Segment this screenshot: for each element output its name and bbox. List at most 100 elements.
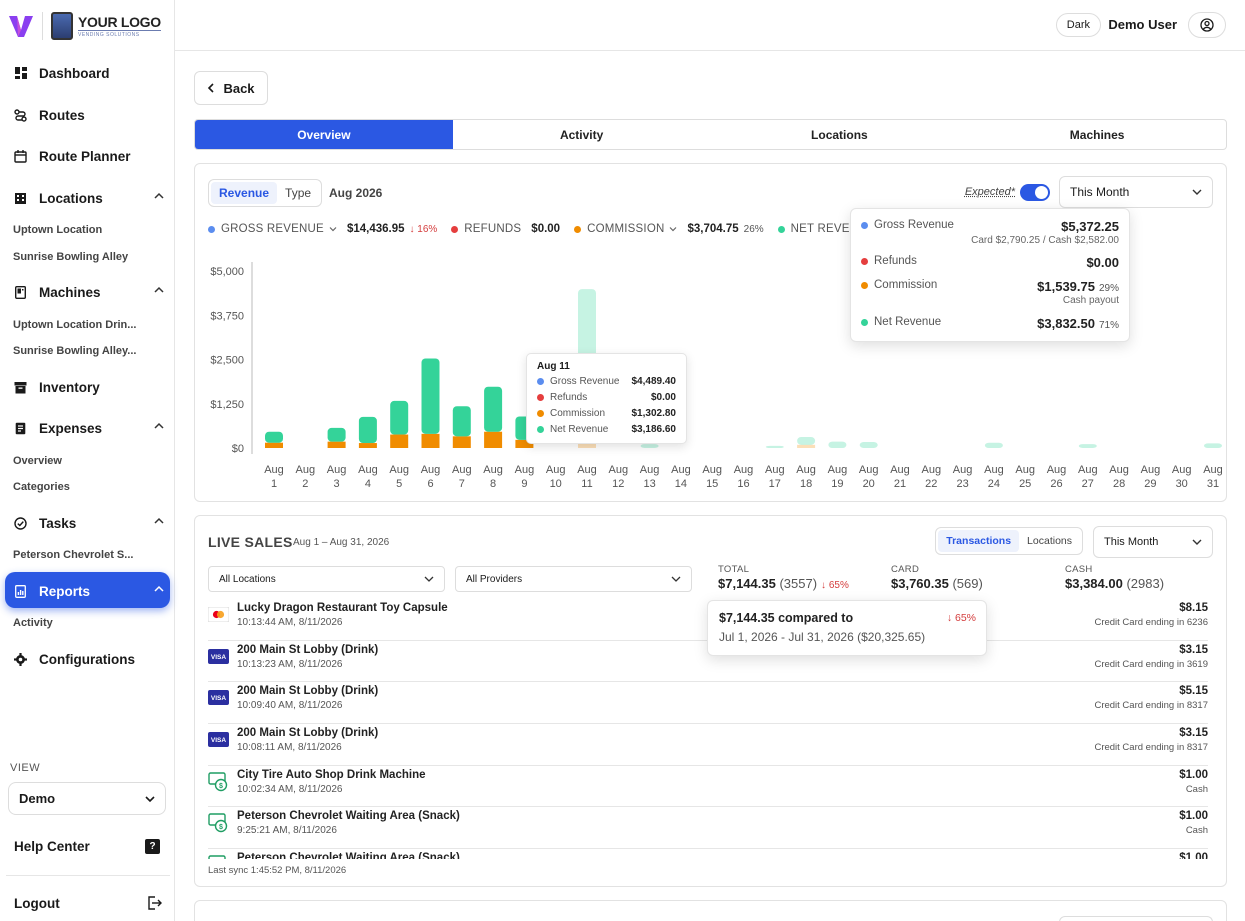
logo[interactable]: YOUR LOGO VENDING SOLUTIONS [8,10,161,42]
y-tick-label: $5,000 [210,266,244,278]
gross-dot [861,222,868,229]
sidebar-subitem-task[interactable]: Peterson Chevrolet S... [13,549,141,561]
x-tick-label-month: Aug [702,464,722,476]
commission-bar [422,434,440,448]
live-sales-range-value: This Month [1104,536,1158,548]
sidebar-subitem-expenses-categories[interactable]: Categories [13,481,141,493]
tab-activity[interactable]: Activity [453,120,711,149]
sidebar-item-machines[interactable]: Machines [14,281,164,303]
total-stat[interactable]: TOTAL $7,144.35 (3557) ↓ 65% [718,564,849,591]
x-tick-label-day: 9 [521,478,527,490]
help-center-link[interactable]: Help Center ? [14,836,160,856]
x-tick-label-day: 29 [1144,478,1156,490]
day-tooltip-net-label: Net Revenue [550,424,608,435]
sidebar-item-label: Route Planner [39,149,131,164]
x-tick-label-month: Aug [984,464,1004,476]
transaction-amount: $1.00 [1179,769,1208,781]
live-sales-range: Aug 1 – Aug 31, 2026 [293,537,389,548]
x-tick-label-month: Aug [1203,464,1223,476]
theme-toggle-button[interactable]: Dark [1056,13,1101,37]
tab-overview[interactable]: Overview [195,120,453,149]
sidebar-subitem-machine[interactable]: Uptown Location Drin... [13,319,141,331]
sidebar-item-routes[interactable]: Routes [14,104,164,126]
x-tick-label-month: Aug [515,464,535,476]
tab-machines[interactable]: Machines [968,120,1226,149]
summary-gross-breakdown: Card $2,790.25 / Cash $2,582.00 [971,235,1119,246]
sidebar-item-reports[interactable]: Reports [14,580,164,602]
logo-subtext: VENDING SOLUTIONS [78,30,161,38]
transaction-row[interactable]: $ Peterson Chevrolet Waiting Area (Snack)… [208,807,1208,849]
transaction-method: Credit Card ending in 6236 [1094,617,1208,628]
sidebar-item-label: Tasks [39,516,76,531]
providers-filter[interactable]: All Providers [455,566,692,592]
net-revenue-bar [422,358,440,433]
x-tick-label-month: Aug [953,464,973,476]
user-menu-button[interactable] [1188,12,1226,38]
sidebar-item-configurations[interactable]: Configurations [14,648,164,670]
sidebar-subitem-location[interactable]: Uptown Location [13,224,141,236]
cash-label: CASH [1065,564,1164,575]
last-sync: Last sync 1:45:52 PM, 8/11/2026 [208,865,346,876]
x-tick-label-day: 24 [988,478,1000,490]
dashboard-icon [14,67,27,80]
x-tick-label-day: 14 [675,478,687,490]
locations-filter[interactable]: All Locations [208,566,445,592]
chevron-up-icon[interactable] [154,285,164,295]
transaction-method: Credit Card ending in 8317 [1094,742,1208,753]
x-tick-label-month: Aug [609,464,629,476]
sidebar-item-expenses[interactable]: Expenses [14,417,164,439]
y-tick-label: $1,250 [210,399,244,411]
x-tick-label-month: Aug [828,464,848,476]
vending-machine-icon [51,12,73,40]
commission-dot [537,410,544,417]
transaction-row[interactable]: $ City Tire Auto Shop Drink Machine 10:02:… [208,766,1208,808]
transaction-row[interactable]: VISA 200 Main St Lobby (Drink) 10:09:40 AM… [208,682,1208,724]
chevron-up-icon[interactable] [154,421,164,431]
view-label: VIEW [10,762,40,774]
sidebar-item-dashboard[interactable]: Dashboard [14,62,164,84]
card-value: $3,760.35 [891,576,949,591]
x-tick-label-day: 1 [271,478,277,490]
chevron-up-icon[interactable] [154,584,164,594]
net-revenue-bar [328,428,346,442]
tab-locations[interactable]: Locations [711,120,969,149]
x-tick-label-month: Aug [1047,464,1067,476]
commission-bar [390,435,408,448]
sidebar-item-label: Inventory [39,380,100,395]
summary-commission-pct: 29% [1099,283,1119,294]
sidebar-subitem-location[interactable]: Sunrise Bowling Alley [13,251,141,263]
transaction-row[interactable]: VISA 200 Main St Lobby (Drink) 10:08:11 AM… [208,724,1208,766]
sidebar-item-tasks[interactable]: Tasks [14,512,164,534]
logout-button[interactable]: Logout [14,893,162,913]
sidebar: YOUR LOGO VENDING SOLUTIONS Dashboard Ro… [0,0,175,921]
sidebar-subitem-reports-activity[interactable]: Activity [13,617,141,629]
sidebar-item-inventory[interactable]: Inventory [14,376,164,398]
card-count: (569) [952,576,982,591]
sidebar-item-locations[interactable]: Locations [14,187,164,209]
chevron-up-icon[interactable] [154,516,164,526]
card-label: CARD [891,564,983,575]
back-button[interactable]: Back [194,71,268,105]
sidebar-item-label: Dashboard [39,66,110,81]
sidebar-subitem-expenses-overview[interactable]: Overview [13,455,141,467]
chevron-up-icon[interactable] [154,191,164,201]
sidebar-subitem-machine[interactable]: Sunrise Bowling Alley... [13,345,141,357]
machine-icon [14,286,27,299]
view-select[interactable]: Demo [8,782,166,815]
sidebar-item-label: Reports [39,584,90,599]
transactions-toggle-option[interactable]: Transactions [938,530,1019,552]
view-select-value: Demo [19,791,55,806]
locations-toggle-option[interactable]: Locations [1019,530,1080,552]
live-sales-range-select[interactable]: This Month [1093,526,1213,558]
net-revenue-bar [1079,444,1097,448]
next-card-select[interactable] [1059,916,1213,921]
refunds-dot [861,258,868,265]
commission-bar [359,443,377,448]
x-tick-label-day: 23 [956,478,968,490]
x-tick-label-month: Aug [296,464,316,476]
transaction-row[interactable]: $ Peterson Chevrolet Waiting Area (Snack)… [208,849,1208,859]
sidebar-item-route-planner[interactable]: Route Planner [14,145,164,167]
logout-label: Logout [14,896,60,911]
compare-period: Jul 1, 2026 - Jul 31, 2026 ($20,325.65) [719,630,925,644]
question-icon: ? [145,839,160,854]
